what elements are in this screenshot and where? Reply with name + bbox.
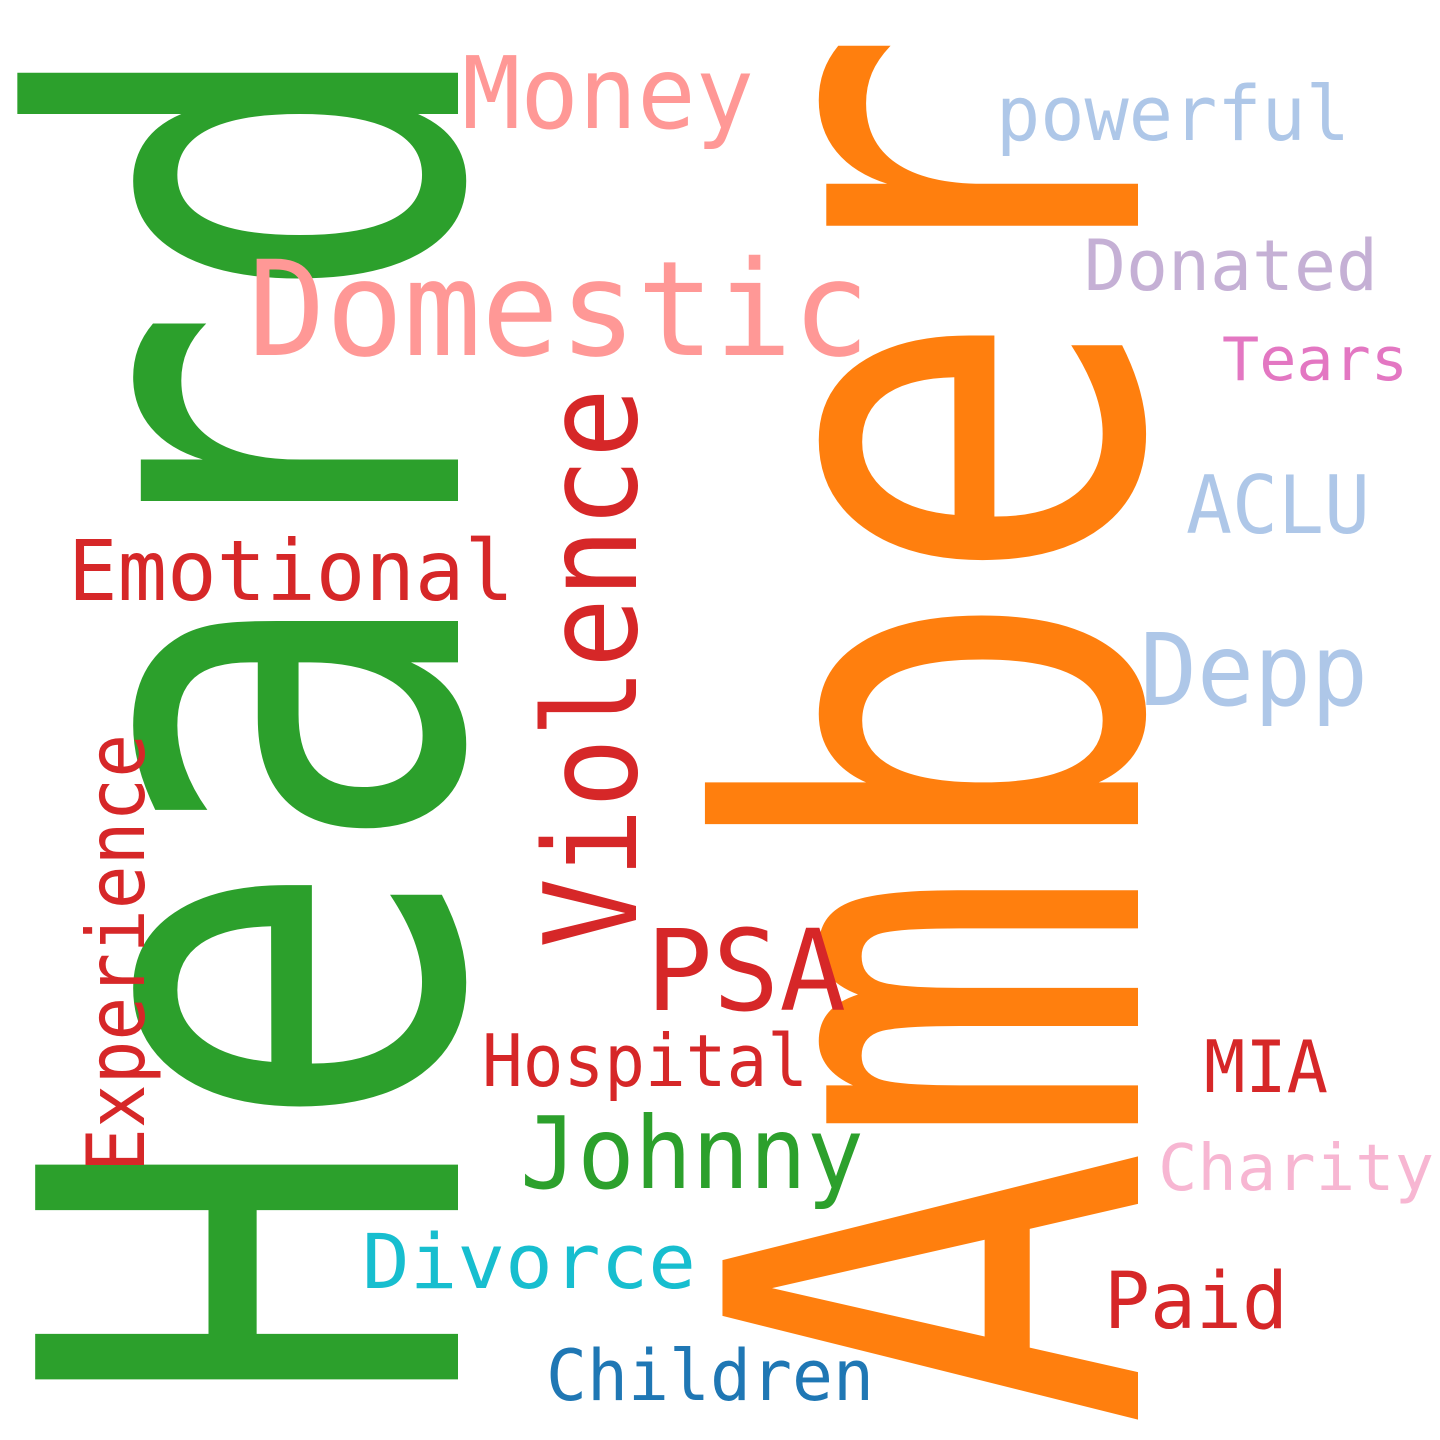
word-paid: Paid [1104,1257,1288,1347]
word-psa: PSA [646,907,846,1037]
word-aclu: ACLU [1186,459,1370,552]
word-money: Money [462,35,754,152]
word-hospital: Hospital [482,1019,808,1103]
word-children: Children [546,1335,874,1417]
word-charity: Charity [1158,1132,1434,1206]
word-violence: Violence [518,388,667,948]
word-domestic: Domestic [248,233,870,387]
word-tears: Tears [1222,325,1408,395]
word-johnny: Johnny [520,1095,864,1212]
word-amber: Amber [610,28,1273,1428]
word-donated: Donated [1084,225,1378,307]
word-mia: MIA [1204,1025,1328,1109]
word-experience: Experience [70,734,163,1172]
word-depp: Depp [1140,612,1368,729]
word-divorce: Divorce [362,1217,696,1306]
word-emotional: Emotional [68,522,514,620]
word-heard: Heard [0,30,595,1410]
word-powerful: powerful [996,69,1350,158]
